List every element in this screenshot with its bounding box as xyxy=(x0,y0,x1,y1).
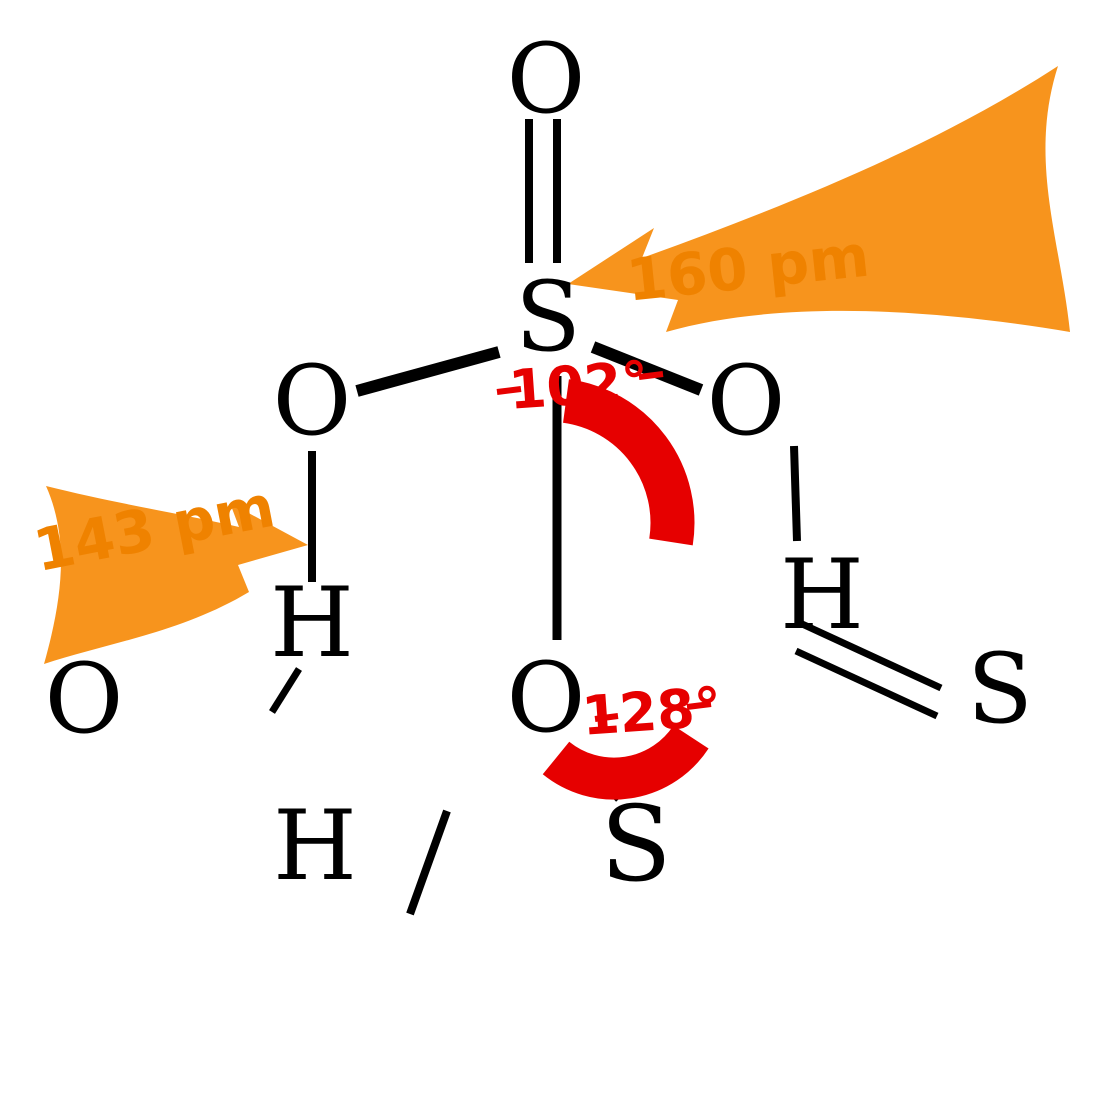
angle-label-102: 102° xyxy=(507,349,651,422)
atom-sulfur-center: S xyxy=(515,261,581,373)
bond-oright-h xyxy=(790,445,801,542)
atom-oxygen-right: O xyxy=(707,345,786,457)
atom-sulfur-right: S xyxy=(967,633,1033,745)
bond-bottom-diagonal xyxy=(406,809,451,916)
atom-oxygen-bottom-left: O xyxy=(45,643,124,755)
leader-102-left xyxy=(496,386,522,395)
bond-hleft-stub xyxy=(269,667,302,714)
double-bond-right-1 xyxy=(798,619,943,692)
angle-label-128: 128° xyxy=(580,675,724,748)
leader-128-right xyxy=(686,701,712,710)
atom-hydrogen-left: H xyxy=(270,567,354,679)
bond-length-arrow-top xyxy=(568,66,1070,332)
double-bond-right-2 xyxy=(794,647,939,720)
arrow-swoosh-top xyxy=(568,66,1070,332)
bond-length-arrow-left xyxy=(44,486,308,664)
atom-oxygen-top: O xyxy=(507,23,586,135)
atom-hydrogen-right: H xyxy=(780,539,864,651)
angle-arc-128 xyxy=(542,724,709,800)
atom-oxygen-bridge: O xyxy=(507,642,586,754)
leader-128-left xyxy=(594,713,619,722)
angle-leader-lines xyxy=(496,371,712,722)
atom-oxygen-left: O xyxy=(273,345,352,457)
atom-hydrogen-bottom: H xyxy=(273,790,357,902)
angle-arc-102 xyxy=(562,379,695,546)
leader-102-right xyxy=(638,371,664,380)
arrow-swoosh-left xyxy=(44,486,308,664)
atom-sulfur-bottom: S xyxy=(600,783,671,905)
bond-s-oleft xyxy=(355,346,501,397)
bond-s-oright xyxy=(590,341,704,396)
